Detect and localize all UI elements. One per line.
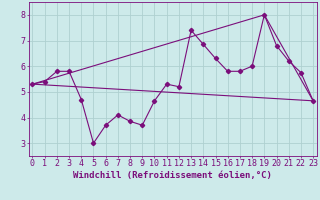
X-axis label: Windchill (Refroidissement éolien,°C): Windchill (Refroidissement éolien,°C) [73, 171, 272, 180]
